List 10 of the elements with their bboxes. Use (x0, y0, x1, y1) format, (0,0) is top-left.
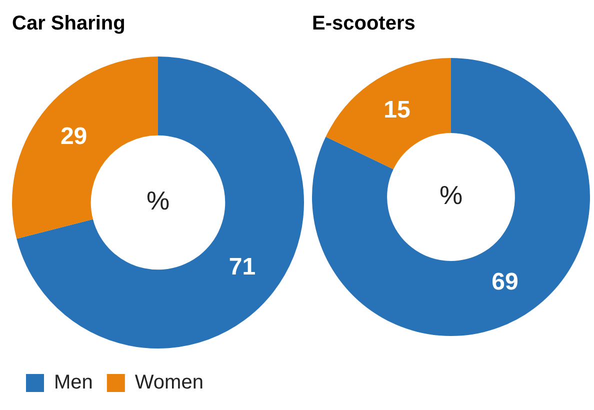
legend-label: Women (134, 372, 204, 394)
chart-title: E-scooters (312, 12, 416, 35)
data-label: 29 (60, 122, 88, 150)
text: % (439, 180, 463, 210)
legend-label: Men (54, 372, 93, 394)
chart-title: Car Sharing (12, 12, 126, 35)
data-label: 15 (384, 96, 410, 124)
data-label: 69 (492, 268, 518, 296)
data-label: 71 (228, 253, 256, 280)
text: % (146, 186, 170, 216)
